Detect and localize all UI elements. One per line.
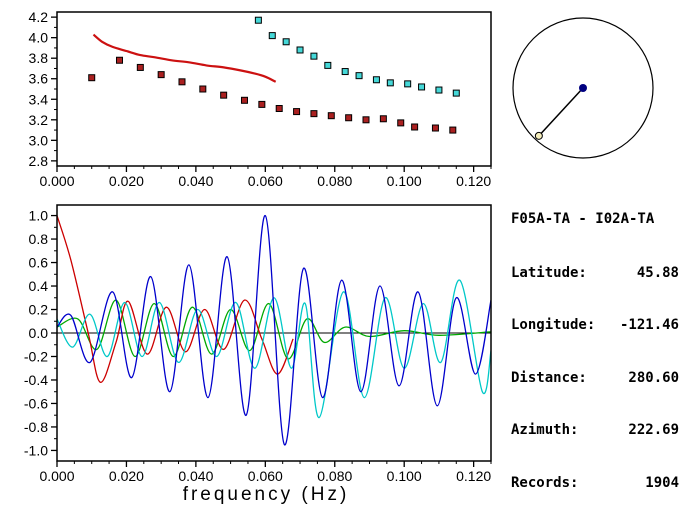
y-tick-label: 0.2	[29, 302, 49, 318]
axes: 0.000 0.020 0.040 0.060 0.080 0.100 0.120 2.8 3.…	[29, 9, 492, 189]
x-tick-label: 0.020	[109, 468, 144, 484]
longitude-label: Longitude:	[511, 317, 596, 333]
remote-station-dot	[534, 131, 543, 140]
x-tick-label: 0.100	[387, 173, 422, 189]
green-trace	[57, 299, 491, 360]
waveform-plot[interactable]: 0.000 0.020 0.040 0.060 0.080 0.100 0.120 -1.0 -…	[24, 204, 492, 484]
y-tick-label: 1.0	[29, 208, 49, 224]
y-tick-label: 0.4	[29, 278, 49, 294]
y-tick-label: -1.0	[24, 442, 48, 458]
azimuth-diagram	[512, 17, 654, 159]
latitude-label: Latitude:	[511, 264, 587, 281]
x-tick-label: 0.020	[109, 173, 144, 189]
azimuth-value: 222.69	[628, 422, 679, 438]
azimuth-line	[538, 87, 584, 137]
info-row-distance: Distance: 280.60	[511, 370, 679, 388]
info-row-records: Records: 1904	[511, 475, 679, 493]
series-layer	[57, 214, 491, 446]
cyan-square-picks	[254, 16, 460, 97]
dispersion-plot[interactable]: 0.000 0.020 0.040 0.060 0.080 0.100 0.120 2.8 3.…	[29, 9, 492, 189]
latitude-value: 45.88	[636, 264, 679, 281]
azimuth-label: Azimuth:	[511, 422, 579, 438]
y-tick-label: 3.8	[29, 50, 49, 66]
y-tick-label: 0.0	[29, 325, 49, 341]
station-info-panel: F05A-TA - I02A-TA Latitude: 45.88 Longit…	[511, 176, 679, 519]
records-label: Records:	[511, 474, 579, 491]
x-tick-label: 0.040	[178, 173, 213, 189]
y-tick-label: 3.0	[29, 132, 49, 148]
info-row-azimuth: Azimuth: 222.69	[511, 422, 679, 440]
center-station-dot	[579, 84, 587, 92]
x-tick-label: 0.040	[178, 468, 213, 484]
longitude-value: -121.46	[619, 317, 679, 333]
y-tick-label: -0.2	[24, 348, 48, 364]
axes: 0.000 0.020 0.040 0.060 0.080 0.100 0.120 -1.0 -…	[24, 204, 492, 484]
y-tick-label: 3.2	[29, 112, 49, 128]
distance-value: 280.60	[628, 369, 679, 386]
x-tick-label: 0.120	[456, 173, 491, 189]
distance-label: Distance:	[511, 369, 587, 386]
x-tick-label: 0.080	[317, 173, 352, 189]
info-row-latitude: Latitude: 45.88	[511, 265, 679, 283]
y-tick-label: 3.6	[29, 71, 49, 87]
x-tick-label: 0.000	[39, 173, 74, 189]
y-tick-label: 4.2	[29, 9, 49, 25]
y-tick-label: 3.4	[29, 91, 49, 107]
cyan-trace	[57, 279, 491, 419]
x-axis-label: frequency (Hz)	[183, 484, 350, 505]
x-tick-label: 0.000	[39, 468, 74, 484]
red-trace	[57, 215, 294, 383]
x-tick-label: 0.100	[387, 468, 422, 484]
y-tick-label: 0.8	[29, 231, 49, 247]
y-tick-label: 4.0	[29, 30, 49, 46]
x-tick-label: 0.060	[248, 173, 283, 189]
y-tick-label: -0.4	[24, 372, 48, 388]
y-tick-label: 0.6	[29, 255, 49, 271]
red-dispersion-curve	[92, 33, 277, 83]
x-tick-label: 0.060	[248, 468, 283, 484]
records-value: 1904	[645, 474, 679, 491]
y-tick-label: -0.6	[24, 395, 48, 411]
series-layer	[88, 16, 460, 134]
dark-red-square-picks	[88, 56, 457, 134]
x-tick-label: 0.120	[456, 468, 491, 484]
y-tick-label: 2.8	[29, 153, 49, 169]
blue-trace	[57, 214, 491, 446]
x-tick-label: 0.080	[317, 468, 352, 484]
y-tick-label: -0.8	[24, 419, 48, 435]
station-pair-title: F05A-TA - I02A-TA	[511, 211, 655, 227]
info-row-longitude: Longitude: -121.46	[511, 317, 679, 335]
